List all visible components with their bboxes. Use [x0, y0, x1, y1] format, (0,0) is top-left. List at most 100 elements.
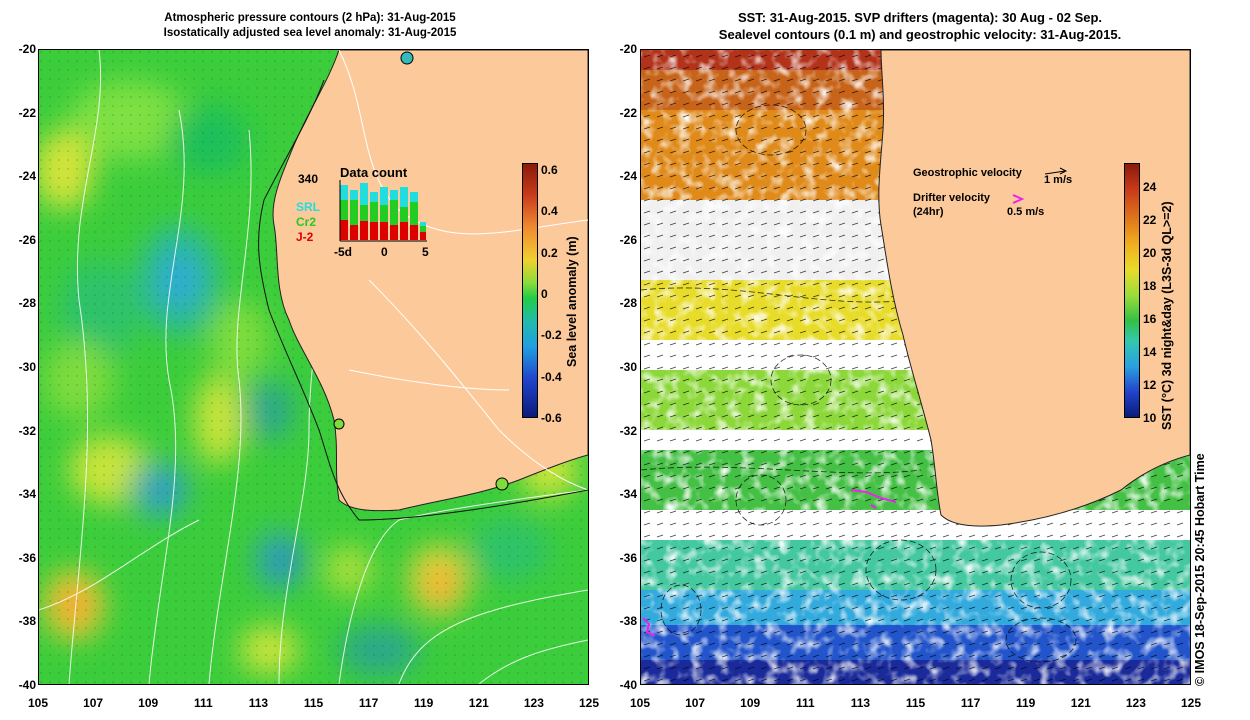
sea-level-anomaly-map[interactable] [38, 49, 589, 685]
x-axis-tick-label: 105 [629, 696, 651, 710]
y-axis-tick-label: -36 [18, 550, 36, 565]
drifter-track [870, 504, 877, 509]
y-axis-tick-label: -38 [619, 614, 637, 629]
y-axis-tick-label: -26 [18, 232, 36, 247]
drifter-track [642, 617, 656, 637]
colorbar-tick-label: 18 [1143, 279, 1157, 293]
colorbar-tick-label: 0 [541, 287, 548, 301]
x-axis-tick-label: 123 [1125, 696, 1146, 710]
y-axis-tick-label: -24 [619, 169, 637, 184]
y-axis-tick-label: -34 [18, 487, 36, 502]
x-axis-tick-label: 125 [1180, 696, 1202, 710]
colorbar-tick-label: 16 [1143, 312, 1157, 326]
land-pressure-contours [338, 50, 588, 491]
drifter-scale-arrow [1012, 194, 1025, 204]
drifter-track [850, 489, 897, 503]
shelf-contour [258, 79, 588, 521]
colorbar-tick-label: 12 [1143, 378, 1157, 392]
data-count-xtick: 0 [381, 245, 388, 259]
y-axis-tick-label: -22 [18, 105, 36, 120]
sst-map[interactable] [640, 49, 1191, 685]
x-axis-tick-label: 117 [960, 696, 981, 710]
x-axis-tick-label: 115 [905, 696, 926, 710]
australia-land [878, 50, 1190, 527]
colorbar-tick-label: 22 [1143, 213, 1157, 227]
colorbar-tick-label: 0.6 [541, 163, 558, 177]
x-axis-tick-label: 107 [685, 696, 706, 710]
x-axis-tick-label: 107 [83, 696, 104, 710]
right-title-line1: SST: 31-Aug-2015. SVP drifters (magenta)… [737, 10, 1103, 25]
y-axis-tick-label: -20 [619, 42, 637, 56]
y-axis-tick-label: -34 [619, 487, 637, 502]
data-count-bar [340, 185, 348, 200]
y-axis-tick-label: -40 [619, 678, 637, 692]
tide-gauge-marker[interactable] [400, 51, 414, 65]
y-axis-tick-label: -40 [18, 678, 36, 692]
colorbar-tick-label: 0.4 [541, 204, 558, 219]
y-axis-tick-label: -32 [18, 423, 36, 438]
x-axis-tick-label: 109 [740, 696, 761, 710]
y-axis-tick-label: -26 [619, 232, 637, 247]
x-axis-tick-label: 105 [27, 696, 49, 710]
drifter-velocity-sub: (24hr) [913, 206, 944, 218]
tide-gauge-marker[interactable] [495, 477, 509, 491]
y-axis-tick-label: -22 [619, 105, 637, 120]
x-axis-tick-label: 113 [850, 696, 871, 710]
data-count-inset [339, 180, 427, 242]
geostrophic-velocity-scale: 1 m/s [1044, 174, 1073, 186]
colorbar-tick-label: -0.4 [541, 369, 562, 384]
sla-map-graphic [39, 50, 588, 684]
sla-colorbar-title: Sea level anomaly (m) [565, 236, 579, 367]
australia-land [272, 50, 588, 512]
colorbar-tick-label: -0.2 [541, 328, 562, 343]
sla-colorbar [522, 163, 538, 418]
sst-colorbar-title: SST (°C) 3d night&day (L3S-3d QL>=2) [1160, 201, 1174, 430]
x-axis-tick-label: 109 [138, 696, 159, 710]
drifter-velocity-scale: 0.5 m/s [1007, 206, 1045, 218]
sea-level-contours [641, 104, 1077, 663]
y-axis-tick-label: -38 [18, 614, 36, 629]
x-axis-tick-label: 121 [468, 696, 489, 710]
svp-drifter-tracks [642, 489, 897, 637]
x-axis-tick-label: 119 [414, 696, 434, 710]
geostrophic-scale-arrow [1044, 170, 1066, 175]
y-axis-tick-label: -36 [619, 550, 637, 565]
sst-colorbar [1124, 163, 1140, 418]
colorbar-tick-label: 14 [1143, 345, 1157, 359]
x-axis-tick-label: 111 [193, 696, 213, 710]
x-axis-tick-label: 123 [523, 696, 544, 710]
y-axis-tick-label: -28 [619, 296, 637, 311]
x-axis-tick-label: 111 [795, 696, 815, 710]
y-axis-tick-label: -30 [619, 360, 637, 374]
data-count-xtick: 5 [422, 245, 429, 259]
data-count-bar [340, 185, 348, 220]
data-count-max: 340 [298, 172, 319, 186]
drifter-velocity-label: Drifter velocity [913, 192, 991, 204]
sst-map-graphic [641, 50, 1190, 684]
colorbar-tick-label: 20 [1143, 246, 1157, 260]
pressure-contours [39, 50, 588, 684]
x-axis-tick-label: 125 [578, 696, 600, 710]
tide-gauge-marker[interactable] [333, 418, 345, 430]
left-map-title: Atmospheric pressure contours (2 hPa): 3… [90, 11, 530, 41]
left-title-line2: Isostatically adjusted sea level anomaly… [163, 27, 457, 39]
x-axis-tick-label: 117 [358, 696, 379, 710]
colorbar-tick-label: 0.2 [541, 245, 558, 260]
right-map-title: SST: 31-Aug-2015. SVP drifters (magenta)… [640, 9, 1200, 43]
right-title-line2: Sealevel contours (0.1 m) and geostrophi… [718, 27, 1122, 42]
y-axis-tick-label: -20 [18, 42, 36, 56]
imos-credit: © IMOS 18-Sep-2015 20:45 Hobart Time [1193, 453, 1207, 686]
geostrophic-scale-arrowhead [1059, 167, 1068, 175]
y-axis-tick-label: -30 [18, 360, 36, 374]
y-axis-tick-label: -32 [619, 423, 637, 438]
y-axis-tick-label: -28 [18, 296, 36, 311]
x-axis-tick-label: 119 [1016, 696, 1036, 710]
data-count-xtick: -5d [334, 245, 352, 259]
colorbar-tick-label: 10 [1143, 411, 1157, 425]
data-count-legend-j2: J-2 [296, 230, 314, 244]
x-axis-tick-label: 121 [1070, 696, 1091, 710]
data-count-legend-cr2: Cr2 [296, 215, 317, 229]
left-title-line1: Atmospheric pressure contours (2 hPa): 3… [164, 12, 456, 24]
x-axis-tick-label: 115 [303, 696, 324, 710]
data-count-legend-srl: SRL [296, 200, 320, 214]
